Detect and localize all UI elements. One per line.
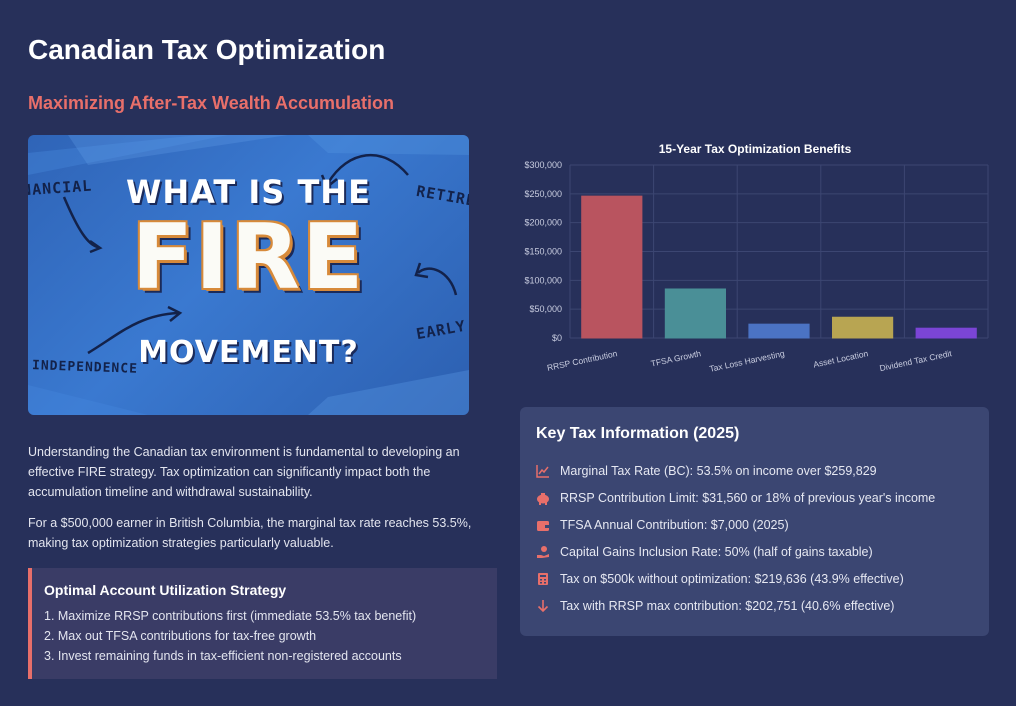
info-row: Tax on $500k without optimization: $219,… <box>536 565 973 592</box>
calculator-icon <box>536 572 550 586</box>
chart-bar <box>915 327 977 339</box>
info-row-text: Tax on $500k without optimization: $219,… <box>560 571 904 586</box>
strategy-item: 3. Invest remaining funds in tax-efficie… <box>44 649 402 663</box>
chart-y-tick-label: $300,000 <box>524 160 562 170</box>
arrow-down-icon <box>536 599 550 613</box>
intro-paragraph-2: For a $500,000 earner in British Columbi… <box>28 516 472 550</box>
info-row: Tax with RRSP max contribution: $202,751… <box>536 592 973 619</box>
wallet-icon <box>536 518 550 532</box>
benefits-chart: 15-Year Tax Optimization Benefits $0 $50,… <box>510 138 1000 378</box>
info-row: RRSP Contribution Limit: $31,560 or 18% … <box>536 484 973 511</box>
chart-x-tick-label: Tax Loss Harvesting <box>708 348 785 374</box>
hero-background-strokes <box>28 135 469 415</box>
chart-y-tick-label: $150,000 <box>524 247 562 257</box>
chart-bar <box>748 323 810 339</box>
info-row-text: TFSA Annual Contribution: $7,000 (2025) <box>560 517 789 532</box>
chart-x-tick-label: Asset Location <box>812 348 869 369</box>
fire-movement-image: NANCIAL RETIRE EARLY INDEPENDENCE WHAT I… <box>28 135 469 415</box>
page-subtitle: Maximizing After-Tax Wealth Accumulation <box>28 93 395 113</box>
chart-y-tick-label: $250,000 <box>524 189 562 199</box>
chart-title: 15-Year Tax Optimization Benefits <box>658 142 852 156</box>
info-row: Marginal Tax Rate (BC): 53.5% on income … <box>536 457 973 484</box>
intro-paragraph-1: Understanding the Canadian tax environme… <box>28 445 460 499</box>
info-row-text: Marginal Tax Rate (BC): 53.5% on income … <box>560 463 877 478</box>
strategy-list: 1. Maximize RRSP contributions first (im… <box>44 606 485 666</box>
chart-y-tick-label: $200,000 <box>524 218 562 228</box>
chart-y-tick-label: $100,000 <box>524 275 562 285</box>
chart-x-tick-label: TFSA Growth <box>650 348 702 368</box>
chart-y-tick-label: $50,000 <box>529 304 562 314</box>
hero-line-2: FIRE <box>131 205 366 310</box>
strategy-item: 2. Max out TFSA contributions for tax-fr… <box>44 629 317 643</box>
chart-bar <box>664 288 726 339</box>
info-row-text: RRSP Contribution Limit: $31,560 or 18% … <box>560 490 936 505</box>
strategy-item: 1. Maximize RRSP contributions first (im… <box>44 609 417 623</box>
hand-holding-dollar-icon <box>536 545 550 559</box>
info-heading: Key Tax Information (2025) <box>536 425 740 442</box>
chart-line-icon <box>536 464 550 478</box>
chart-x-tick-label: Dividend Tax Credit <box>879 348 954 373</box>
info-row: TFSA Annual Contribution: $7,000 (2025) <box>536 511 973 538</box>
chart-y-tick-label: $0 <box>552 333 562 343</box>
info-row-text: Tax with RRSP max contribution: $202,751… <box>560 598 895 613</box>
key-tax-info-card: Key Tax Information (2025) Marginal Tax … <box>520 407 989 636</box>
chart-bar <box>832 316 894 339</box>
chart-x-tick-label: RRSP Contribution <box>546 348 618 373</box>
chart-canvas: $0 $50,000 $100,000 $150,000 $200,000 $250,00… <box>524 160 989 374</box>
info-row: Capital Gains Inclusion Rate: 50% (half … <box>536 538 973 565</box>
piggy-bank-icon <box>536 491 550 505</box>
info-row-text: Capital Gains Inclusion Rate: 50% (half … <box>560 544 873 559</box>
hero-line-3: MOVEMENT? <box>138 335 359 370</box>
page-title: Canadian Tax Optimization <box>28 34 386 65</box>
hero-line-1: WHAT IS THE <box>126 173 371 211</box>
strategy-callout: Optimal Account Utilization Strategy 1. … <box>28 568 497 679</box>
strategy-heading: Optimal Account Utilization Strategy <box>44 582 287 598</box>
chart-bar <box>581 195 643 339</box>
